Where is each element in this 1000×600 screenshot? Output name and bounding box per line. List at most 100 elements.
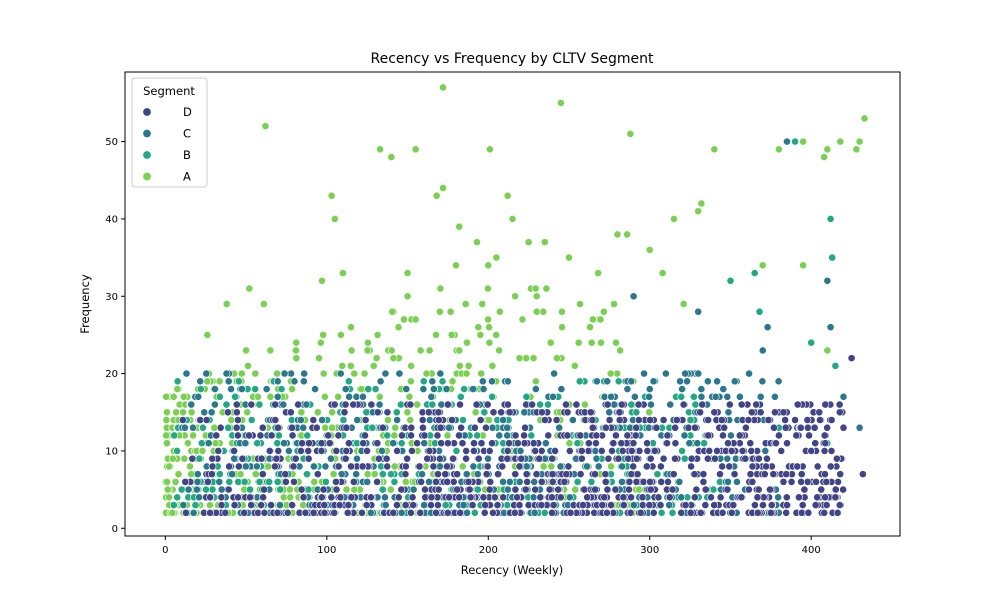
data-point-d [707,493,715,502]
data-point-d [349,477,358,486]
data-point-d [504,400,512,409]
data-point-a [488,361,497,370]
data-point-c [200,408,209,417]
data-point-d [562,470,571,479]
data-point-a [403,408,412,417]
data-point-d [267,431,276,440]
data-point-d [554,485,563,494]
data-point-d [646,485,655,494]
data-point-d [544,431,553,440]
data-point-b [522,392,531,401]
data-point-a [597,338,605,347]
data-point-d [832,454,841,463]
data-point-d [817,485,826,494]
data-point-c [336,369,345,378]
data-point-c [479,385,488,393]
data-point-a [261,122,270,131]
data-point-c [640,369,648,378]
data-point-d [305,439,313,448]
data-point-d [718,508,727,517]
data-point-d [489,408,498,417]
data-point-d [756,408,765,417]
data-point-a [285,485,294,494]
data-point-a [339,269,347,277]
data-point-c [484,454,492,463]
data-point-c [694,369,703,378]
data-point-d [383,408,392,417]
data-point-d [668,485,677,494]
data-point-d [271,416,280,424]
data-point-a [163,408,171,417]
data-point-a [518,315,527,324]
data-point-d [259,493,268,502]
data-point-d [635,447,644,455]
data-point-d [663,431,672,440]
data-point-c [593,377,601,386]
data-point-b [680,454,689,463]
data-point-d [336,493,345,502]
data-point-a [473,238,481,247]
data-point-c [397,508,406,517]
data-point-a [558,323,566,332]
data-point-d [344,439,353,448]
data-point-a [313,408,322,417]
data-point-c [202,369,211,378]
data-point-d [407,431,415,440]
y-axis-label: Frequency [78,274,92,334]
data-point-d [703,454,712,463]
data-point-a [860,114,869,123]
data-point-d [480,508,489,517]
data-point-a [222,300,231,308]
data-point-b [614,377,623,386]
data-point-a [557,99,565,107]
y-axis: 0 10 20 30 40 50 [105,137,125,535]
data-point-d [515,462,524,471]
data-point-a [328,423,337,432]
data-point-d [591,470,599,479]
data-point-a [565,439,574,448]
data-point-a [227,416,236,424]
data-point-c [462,470,471,479]
data-point-d [572,400,581,409]
data-point-c [530,477,539,486]
data-point-b [224,423,233,432]
data-point-a [478,300,487,308]
data-point-d [455,431,463,440]
data-point-d [642,462,651,471]
data-point-b [726,276,735,285]
data-point-a [836,137,845,146]
data-point-c [733,477,741,486]
data-point-d [482,470,491,479]
data-point-d [663,439,671,448]
data-point-d [344,501,353,509]
data-point-d [221,508,230,517]
data-point-d [230,501,239,509]
data-point-b [480,408,489,417]
data-point-d [820,447,829,455]
legend-marker-c [142,129,152,139]
data-point-c [366,508,375,517]
data-point-b [191,501,200,509]
data-point-a [244,361,252,370]
data-point-c [302,400,311,409]
data-point-d [835,501,844,509]
data-point-d [727,508,736,517]
data-point-c [478,377,487,386]
data-point-b [255,477,264,486]
data-point-c [299,377,308,386]
y-tick-label: 40 [105,214,118,225]
data-point-a [310,477,319,486]
data-point-a [407,361,416,370]
data-point-d [424,408,433,417]
data-point-d [456,508,465,517]
data-point-a [532,307,541,316]
data-point-c [565,493,574,502]
data-point-c [758,377,767,386]
data-point-a [369,361,378,370]
data-point-c [711,392,720,401]
data-point-d [225,462,234,471]
data-point-d [477,439,486,448]
data-point-c [309,462,318,471]
data-point-d [503,447,512,455]
data-point-d [206,508,214,517]
